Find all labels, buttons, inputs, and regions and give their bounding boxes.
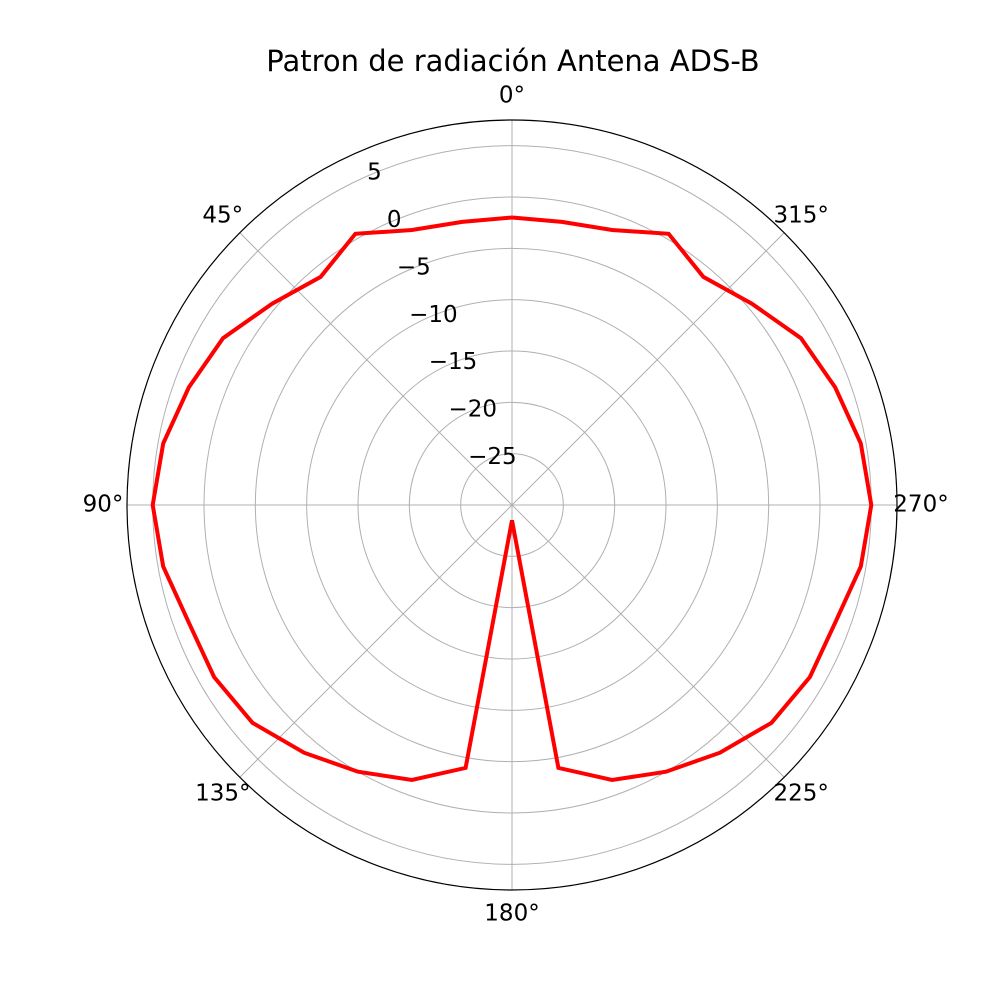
radial-tick-label: 5	[367, 160, 382, 186]
angular-tick-label: 315°	[774, 202, 829, 228]
radial-tick-label: −15	[429, 349, 478, 375]
radial-tick-label: −25	[468, 444, 517, 470]
angular-gridline	[511, 232, 785, 506]
angular-tick-label: 180°	[484, 901, 539, 927]
radial-tick-label: 0	[387, 207, 402, 233]
chart-title: Patron de radiación Antena ADS-B	[266, 44, 760, 78]
radial-tick-label: −10	[409, 302, 458, 328]
radial-tick-label: −20	[448, 397, 497, 423]
angular-tick-label: 90°	[83, 492, 124, 518]
angular-tick-label: 45°	[202, 202, 243, 228]
angular-tick-label: 225°	[774, 781, 829, 807]
label-layer: −25 −20 −15 −10 −5 05 0° 45° 90° 135° 180° 225° 270°…	[83, 83, 949, 927]
series-layer	[150, 215, 874, 783]
polar-frame	[126, 119, 898, 891]
radial-tick-label: −5	[397, 254, 431, 280]
angular-tick-label: 135°	[195, 781, 250, 807]
angular-tick-label: 270°	[893, 492, 948, 518]
angular-gridline	[239, 504, 513, 778]
angular-gridline	[511, 504, 785, 778]
angular-tick-label: 0°	[499, 83, 525, 109]
grid-layer	[127, 120, 897, 890]
angular-gridline	[239, 232, 513, 506]
